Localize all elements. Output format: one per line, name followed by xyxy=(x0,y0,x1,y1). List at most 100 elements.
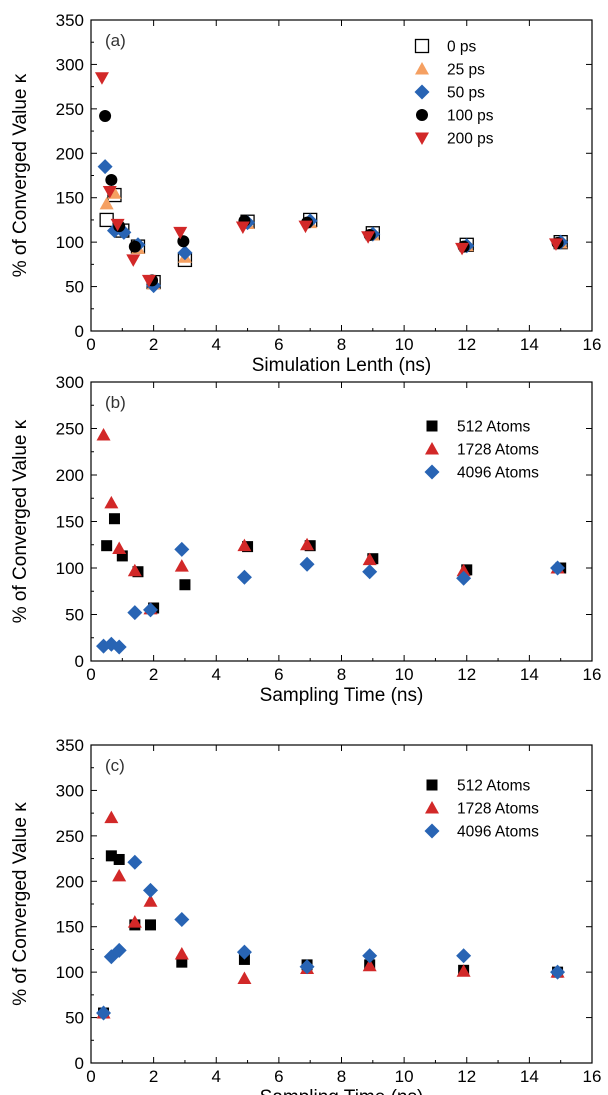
data-point xyxy=(144,919,156,931)
y-tick-label: 250 xyxy=(56,100,84,119)
data-point xyxy=(99,212,114,228)
data-point xyxy=(456,570,472,586)
data-point xyxy=(179,579,191,591)
data-point xyxy=(362,564,378,580)
data-point xyxy=(97,159,113,175)
series-4096-atoms xyxy=(96,854,566,1021)
x-tick-label: 8 xyxy=(337,665,346,684)
x-tick-label: 4 xyxy=(212,1067,221,1086)
data-point xyxy=(361,231,376,244)
data-point xyxy=(300,537,315,551)
series-4096-atoms xyxy=(96,541,566,655)
data-point xyxy=(128,240,141,253)
data-point xyxy=(142,882,158,898)
y-tick-label: 0 xyxy=(75,322,84,341)
x-tick-label: 10 xyxy=(395,1067,414,1086)
data-point xyxy=(96,428,111,441)
legend-marker xyxy=(414,38,430,54)
y-tick-label: 100 xyxy=(56,233,84,252)
data-point xyxy=(362,958,377,972)
data-point xyxy=(237,538,252,552)
data-point xyxy=(127,854,143,870)
legend-label: 512 Atoms xyxy=(457,778,530,795)
panel-b: 0 2 4 6 8 10 12 14 16 0 50 100 150 200 250 300 Sampling … xyxy=(10,373,601,706)
data-point xyxy=(362,948,378,964)
legend-label: 1728 Atoms xyxy=(457,442,539,459)
data-point xyxy=(298,220,313,234)
data-point xyxy=(456,964,471,977)
x-tick-label: 2 xyxy=(149,665,158,684)
data-point xyxy=(550,560,566,576)
legend-label: 100 ps xyxy=(447,108,494,125)
y-tick-label: 100 xyxy=(56,963,84,982)
data-point xyxy=(174,946,189,960)
data-point xyxy=(113,853,125,865)
y-tick-label: 0 xyxy=(75,652,84,671)
y-tick-label: 150 xyxy=(56,918,84,937)
legend: 0 ps 25 ps 50 ps 100 ps 200 ps xyxy=(414,38,494,148)
x-tick-label: 10 xyxy=(395,665,414,684)
panel-a: 0 2 4 6 8 10 12 14 16 0 50 100 150 200 250 300 350 Simula… xyxy=(10,11,601,376)
series-25-ps xyxy=(99,186,568,290)
legend-marker xyxy=(424,464,440,480)
x-tick-label: 2 xyxy=(149,1067,158,1086)
data-point xyxy=(111,639,127,655)
legend-marker xyxy=(415,62,429,75)
series-0-ps xyxy=(99,187,568,290)
legend-label: 50 ps xyxy=(447,85,485,102)
data-point xyxy=(548,238,563,251)
data-point xyxy=(299,959,315,975)
x-tick-label: 12 xyxy=(457,335,476,354)
y-tick-label: 200 xyxy=(56,466,84,485)
data-point xyxy=(105,173,118,186)
series-1728-atoms xyxy=(96,810,565,1019)
x-tick-label: 6 xyxy=(274,335,283,354)
x-tick-label: 4 xyxy=(212,335,221,354)
data-point xyxy=(456,563,471,577)
y-axis-label: % of Converged Value κ xyxy=(10,419,31,623)
x-tick-label: 6 xyxy=(274,665,283,684)
x-tick-label: 0 xyxy=(86,335,95,354)
y-tick-label: 350 xyxy=(56,736,84,755)
x-tick-label: 6 xyxy=(274,1067,283,1086)
series-512-atoms xyxy=(98,850,564,1019)
y-tick-label: 300 xyxy=(56,781,84,800)
x-tick-label: 16 xyxy=(583,1067,602,1086)
data-point xyxy=(126,254,141,267)
panel-label: (b) xyxy=(105,393,126,412)
data-point xyxy=(112,541,127,554)
y-tick-label: 150 xyxy=(56,189,84,208)
x-tick-label: 16 xyxy=(583,335,602,354)
x-tick-label: 12 xyxy=(457,1067,476,1086)
data-point xyxy=(99,196,114,210)
data-point xyxy=(142,602,158,618)
data-point xyxy=(177,245,193,261)
legend-marker xyxy=(424,823,440,839)
y-tick-label: 0 xyxy=(75,1054,84,1073)
legend-marker xyxy=(426,420,438,432)
y-tick-label: 50 xyxy=(65,1009,84,1028)
y-tick-label: 200 xyxy=(56,872,84,891)
data-point xyxy=(111,942,127,958)
data-point xyxy=(235,221,250,235)
y-tick-label: 150 xyxy=(56,513,84,532)
legend-marker xyxy=(415,132,429,145)
data-point xyxy=(143,894,158,907)
data-point xyxy=(127,915,142,928)
data-point xyxy=(104,495,119,509)
legend-label: 512 Atoms xyxy=(457,419,530,436)
y-axis-label: % of Converged Value κ xyxy=(10,802,31,1006)
data-point xyxy=(236,569,252,585)
series-200-ps xyxy=(94,72,563,288)
data-point xyxy=(94,72,109,85)
legend: 512 Atoms 1728 Atoms 4096 Atoms xyxy=(424,778,539,841)
legend-label: 4096 Atoms xyxy=(457,465,539,482)
x-tick-label: 14 xyxy=(520,335,539,354)
x-tick-label: 14 xyxy=(520,1067,539,1086)
data-point xyxy=(176,956,188,968)
y-tick-label: 50 xyxy=(65,278,84,297)
series-50-ps xyxy=(97,159,569,294)
y-tick-label: 250 xyxy=(56,827,84,846)
data-point xyxy=(104,810,119,824)
